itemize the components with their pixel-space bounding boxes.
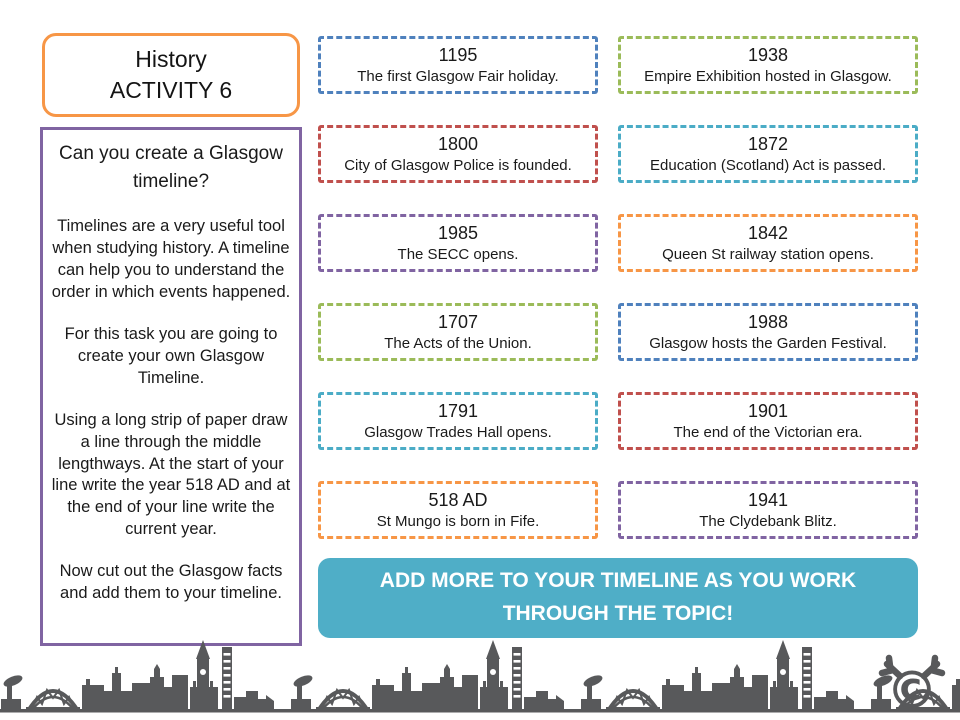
fact-card-event: Education (Scotland) Act is passed. [650, 156, 886, 174]
fact-card-event: Empire Exhibition hosted in Glasgow. [644, 67, 892, 85]
fact-card-year: 1901 [747, 400, 789, 421]
fact-card-1195: 1195 The first Glasgow Fair holiday. [318, 36, 598, 94]
fact-card-1985: 1985 The SECC opens. [318, 214, 598, 272]
instructions-paragraph-3: Using a long strip of paper draw a line … [51, 410, 291, 539]
banner-text: ADD MORE TO YOUR TIMELINE AS YOU WORK TH… [379, 569, 857, 625]
fact-card-1941: 1941 The Clydebank Blitz. [618, 481, 918, 539]
instructions-panel: Can you create a Glasgow timeline? Timel… [40, 127, 302, 646]
fact-card-year: 518 AD [428, 489, 488, 510]
fact-card-event: The Acts of the Union. [384, 334, 532, 352]
fact-card-year: 1941 [747, 489, 789, 510]
instructions-paragraph-4: Now cut out the Glasgow facts and add th… [59, 562, 283, 603]
fact-card-year: 1872 [747, 133, 789, 154]
fact-card-518ad: 518 AD St Mungo is born in Fife. [318, 481, 598, 539]
fact-card-event: The SECC opens. [397, 245, 519, 263]
activity-title-box: History ACTIVITY 6 [42, 33, 300, 117]
timeline-reminder-banner: ADD MORE TO YOUR TIMELINE AS YOU WORK TH… [318, 558, 918, 638]
instructions-paragraph-1: Timelines are a very useful tool when st… [51, 217, 291, 301]
fact-card-1842: 1842 Queen St railway station opens. [618, 214, 918, 272]
fact-card-event: The end of the Victorian era. [673, 423, 863, 441]
fact-card-1707: 1707 The Acts of the Union. [318, 303, 598, 361]
fact-card-1872: 1872 Education (Scotland) Act is passed. [618, 125, 918, 183]
instructions-heading: Can you create a Glasgow timeline? [59, 143, 283, 192]
fact-card-1791: 1791 Glasgow Trades Hall opens. [318, 392, 598, 450]
fact-card-event: Glasgow Trades Hall opens. [364, 423, 552, 441]
fact-card-year: 1791 [437, 400, 479, 421]
fact-card-year: 1985 [437, 222, 479, 243]
fact-card-1901: 1901 The end of the Victorian era. [618, 392, 918, 450]
fact-card-year: 1800 [437, 133, 479, 154]
fact-card-event: City of Glasgow Police is founded. [344, 156, 572, 174]
fact-card-event: Glasgow hosts the Garden Festival. [649, 334, 887, 352]
fact-card-year: 1707 [437, 311, 479, 332]
copyright-symbol: © [886, 661, 938, 718]
fact-card-event: St Mungo is born in Fife. [376, 512, 540, 530]
fact-card-year: 1988 [747, 311, 789, 332]
fact-card-event: Queen St railway station opens. [662, 245, 874, 263]
fact-card-event: The Clydebank Blitz. [699, 512, 837, 530]
glasgow-skyline-silhouette-icon [0, 639, 960, 714]
fact-card-1938: 1938 Empire Exhibition hosted in Glasgow… [618, 36, 918, 94]
fact-card-1800: 1800 City of Glasgow Police is founded. [318, 125, 598, 183]
instructions-paragraph-2: For this task you are going to create yo… [64, 324, 278, 387]
fact-card-year: 1842 [747, 222, 789, 243]
fact-card-event: The first Glasgow Fair holiday. [357, 67, 559, 85]
title-line-2: ACTIVITY 6 [109, 77, 233, 103]
fact-card-1988: 1988 Glasgow hosts the Garden Festival. [618, 303, 918, 361]
fact-cards-grid: 1195 The first Glasgow Fair holiday. 193… [318, 36, 918, 539]
title-line-1: History [135, 45, 207, 72]
fact-card-year: 1195 [438, 44, 478, 65]
fact-card-year: 1938 [747, 44, 789, 65]
copyright-antlers-logo-icon: © [878, 654, 946, 718]
